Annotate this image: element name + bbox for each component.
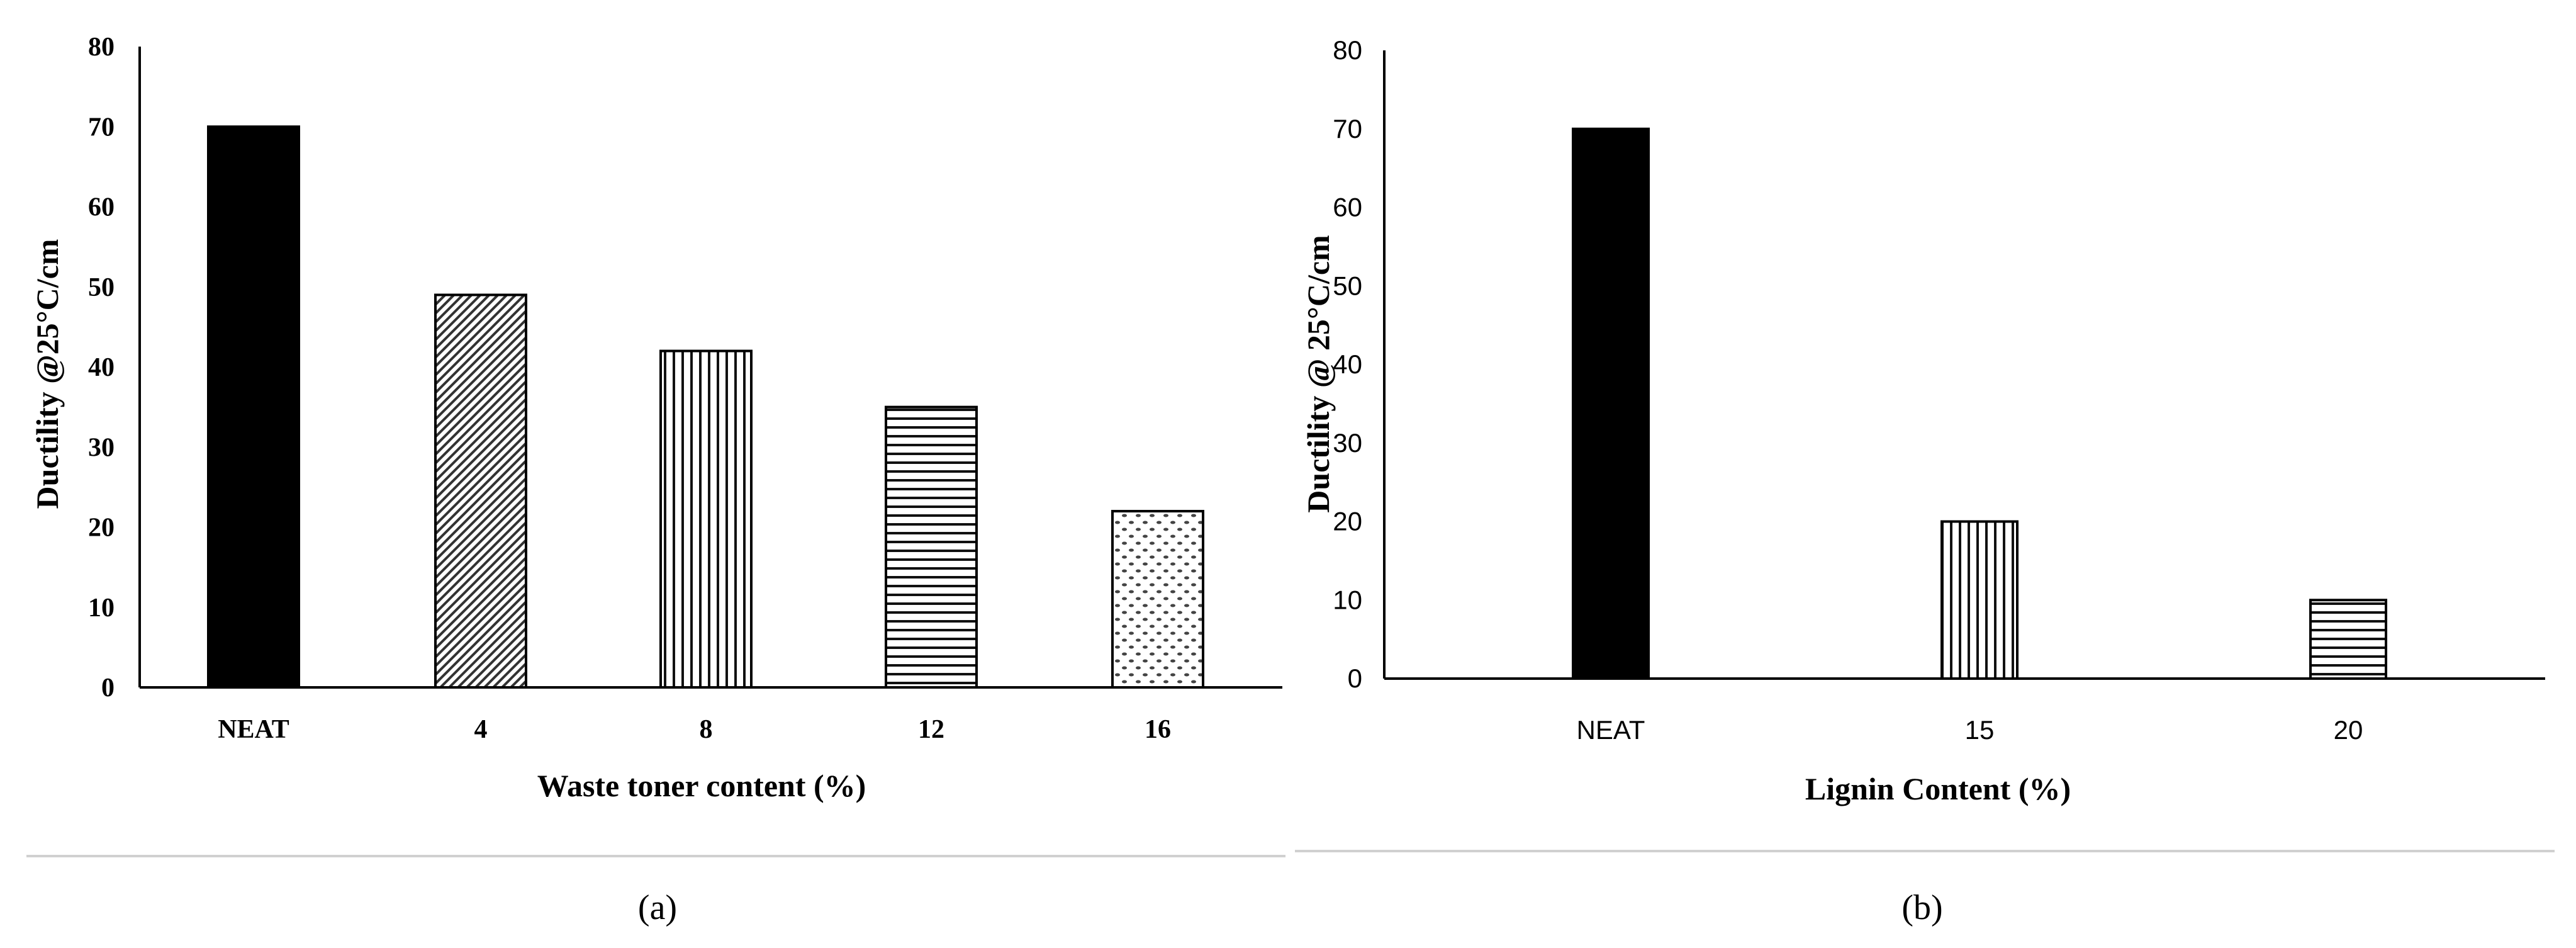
- x-axis-title: Waste toner content (%): [537, 768, 866, 803]
- y-tick-label: 30: [1333, 428, 1362, 458]
- x-tick-label: NEAT: [218, 715, 289, 744]
- x-tick-label: 20: [2334, 715, 2363, 745]
- bar-20: [2309, 599, 2387, 680]
- y-tick-label: 0: [101, 674, 115, 703]
- y-axis-title: Ductility @ 25°C/cm: [1301, 235, 1336, 512]
- bar-12: [885, 405, 978, 689]
- y-axis-title: Ductility @25°C/cm: [30, 239, 65, 509]
- x-tick-label: 15: [1965, 715, 1995, 745]
- y-tick-label: 0: [1348, 663, 1362, 693]
- bar-16: [1111, 510, 1204, 689]
- y-tick-label: 30: [88, 433, 115, 462]
- x-tick-label: 4: [474, 715, 488, 744]
- y-tick-labels-b: 0 10 20 30 40 50 60 70 80: [1333, 35, 1362, 693]
- y-tick-label: 10: [1333, 585, 1362, 614]
- x-tick-label: 8: [700, 715, 713, 744]
- y-tick-label: 70: [1333, 114, 1362, 144]
- x-axis-title: Lignin Content (%): [1805, 771, 2071, 806]
- y-tick-labels-a: 0 10 20 30 40 50 60 70 80: [88, 33, 115, 703]
- y-tick-label: 20: [88, 514, 115, 543]
- chart-panel-a: 0 10 20 30 40 50 60 70 80 NEAT 4 8 12 16 Waste toner…: [30, 33, 1282, 803]
- x-tick-label: 16: [1145, 715, 1171, 744]
- y-tick-label: 40: [88, 353, 115, 382]
- bar-series-b: [1572, 127, 2387, 680]
- chart-panel-b: 0 10 20 30 40 50 60 70 80 NEAT 15 20 Lignin Conten…: [1301, 35, 2545, 806]
- y-tick-label: 60: [88, 193, 115, 222]
- panel-caption-b: (b): [1901, 888, 1942, 927]
- bar-neat: [1572, 127, 1650, 680]
- x-tick-label: 12: [918, 715, 944, 744]
- panel-caption-a: (a): [638, 888, 677, 927]
- y-tick-label: 20: [1333, 507, 1362, 536]
- y-tick-label: 80: [88, 33, 115, 62]
- x-tick-labels-a: NEAT 4 8 12 16: [218, 715, 1171, 744]
- y-tick-label: 10: [88, 594, 115, 623]
- bar-8: [659, 349, 753, 689]
- y-tick-label: 80: [1333, 35, 1362, 65]
- bar-series-a: [207, 125, 1204, 689]
- bar-4: [434, 293, 527, 689]
- bar-15: [1940, 520, 2019, 680]
- bar-neat: [207, 125, 300, 689]
- y-tick-label: 40: [1333, 349, 1362, 379]
- y-tick-label: 50: [88, 273, 115, 302]
- y-tick-label: 60: [1333, 193, 1362, 222]
- y-tick-label: 70: [88, 113, 115, 142]
- y-tick-label: 50: [1333, 271, 1362, 300]
- x-tick-label: NEAT: [1577, 715, 1645, 745]
- x-tick-labels-b: NEAT 15 20: [1577, 715, 2363, 745]
